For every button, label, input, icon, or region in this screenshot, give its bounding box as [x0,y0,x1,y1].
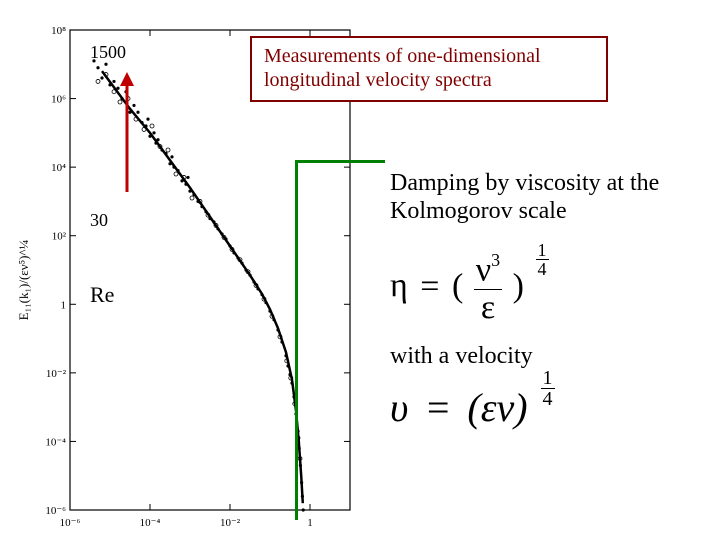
open-paren-2: ( [467,385,480,430]
damping-text: Damping by viscosity at the Kolmogorov s… [390,170,710,225]
epsilon-symbol: ε [474,289,502,325]
exponent-one-quarter-2: 1 4 [541,368,555,409]
green-horizontal-line [295,160,385,163]
svg-text:10⁻⁶: 10⁻⁶ [60,517,81,529]
exp-num-1: 1 [536,241,549,259]
chart-frame [70,30,350,510]
with-velocity-text: with a velocity [390,343,710,370]
velocity-scale-equation: υ = (εν) 1 4 [390,384,710,431]
label-1500: 1500 [90,42,126,63]
green-vertical-line [295,160,298,520]
svg-text:10²: 10² [52,231,67,243]
svg-text:10⁻⁶: 10⁻⁶ [45,505,66,517]
ytick-marks [70,30,350,510]
exp-den-4b: 4 [541,388,555,409]
exp-den-4: 4 [536,259,549,278]
svg-text:1: 1 [307,517,313,529]
svg-text:10⁻⁴: 10⁻⁴ [45,436,66,448]
nu-symbol-2: ν [496,385,514,430]
nu-symbol: ν [476,252,491,289]
ytick-labels: 10⁸ 10⁶ 10⁴ 10² 1 10⁻² 10⁻⁴ 10⁻⁶ [45,25,66,517]
red-arrow-icon [120,72,134,192]
xtick-marks [70,30,310,510]
svg-text:10⁻²: 10⁻² [46,368,67,380]
label-re: Re [90,282,114,308]
epsilon-symbol-2: ε [481,385,497,430]
svg-text:10⁴: 10⁴ [51,162,66,174]
close-paren-2: ) [514,385,527,430]
upsilon-symbol: υ [390,385,408,430]
svg-text:10⁻²: 10⁻² [220,517,241,529]
exponent-3: 3 [491,250,500,270]
kolmogorov-scale-equation: η = ( ν3 ε ) 1 4 [390,253,710,324]
svg-text:10⁻⁴: 10⁻⁴ [140,517,161,529]
y-axis-label: E₁₁(k₁)/(εν⁵)^¼ [16,239,31,320]
exponent-one-quarter: 1 4 [536,241,549,278]
title-box: Measurements of one-dimensional longitud… [250,36,608,102]
svg-text:10⁶: 10⁶ [51,94,66,106]
eta-symbol: η [390,268,408,305]
nu3-over-eps-fraction: ν3 ε [474,253,502,324]
equals-sign: = [416,268,443,305]
svg-text:1: 1 [61,299,67,311]
svg-text:10⁸: 10⁸ [51,25,66,37]
close-paren: ) [513,268,524,305]
exp-num-1b: 1 [541,368,555,388]
xtick-labels: 10⁻⁶ 10⁻⁴ 10⁻² 1 [60,517,313,529]
right-column: Damping by viscosity at the Kolmogorov s… [390,170,710,431]
open-paren: ( [452,268,463,305]
equals-sign-2: = [418,385,457,430]
label-30: 30 [90,210,108,231]
